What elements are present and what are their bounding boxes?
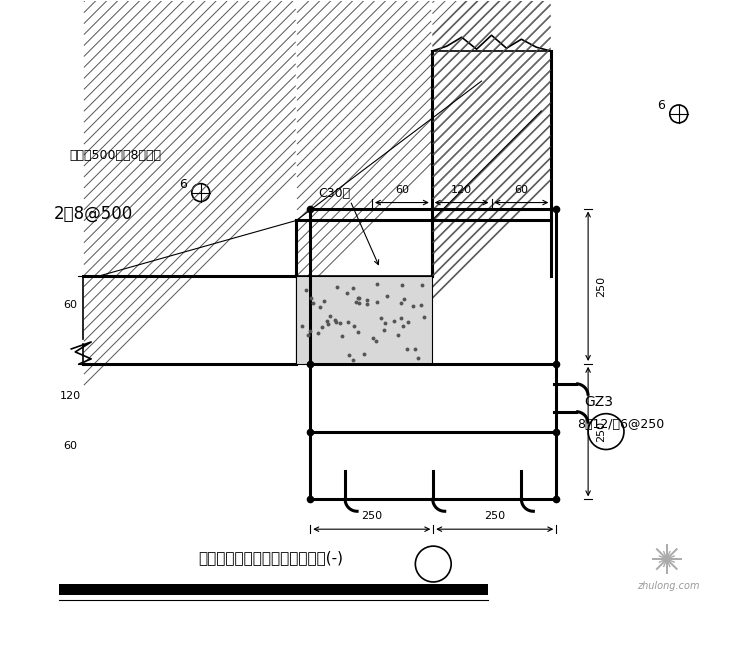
Text: 250: 250 bbox=[361, 511, 382, 521]
Text: 250: 250 bbox=[596, 421, 606, 442]
Bar bbox=[296, 277, 432, 364]
Text: 8？12/？6@250: 8？12/？6@250 bbox=[577, 418, 664, 431]
Bar bbox=[433, 222, 550, 275]
Bar bbox=[433, 51, 550, 277]
Bar bbox=[60, 584, 488, 595]
Text: 60: 60 bbox=[514, 184, 529, 194]
Text: 120: 120 bbox=[60, 391, 81, 401]
Bar bbox=[297, 222, 431, 275]
Text: 6: 6 bbox=[179, 178, 187, 190]
Text: 120: 120 bbox=[451, 184, 472, 194]
Text: 泥高度500设？8拉结筋: 泥高度500设？8拉结筋 bbox=[69, 149, 161, 162]
Text: 外围护墙与钉柱转角处连接做法(-): 外围护墙与钉柱转角处连接做法(-) bbox=[198, 550, 343, 565]
Text: 250: 250 bbox=[596, 276, 606, 297]
Text: GZ3: GZ3 bbox=[584, 395, 613, 409]
Text: C30础: C30础 bbox=[318, 186, 351, 200]
Text: 250: 250 bbox=[484, 511, 505, 521]
Text: 60: 60 bbox=[395, 184, 409, 194]
Text: 60: 60 bbox=[63, 440, 77, 450]
Text: 6: 6 bbox=[657, 99, 665, 112]
Bar bbox=[84, 277, 296, 363]
Text: 60: 60 bbox=[63, 300, 77, 310]
Text: zhulong.com: zhulong.com bbox=[637, 581, 700, 591]
Text: 2？8@500: 2？8@500 bbox=[54, 204, 133, 222]
